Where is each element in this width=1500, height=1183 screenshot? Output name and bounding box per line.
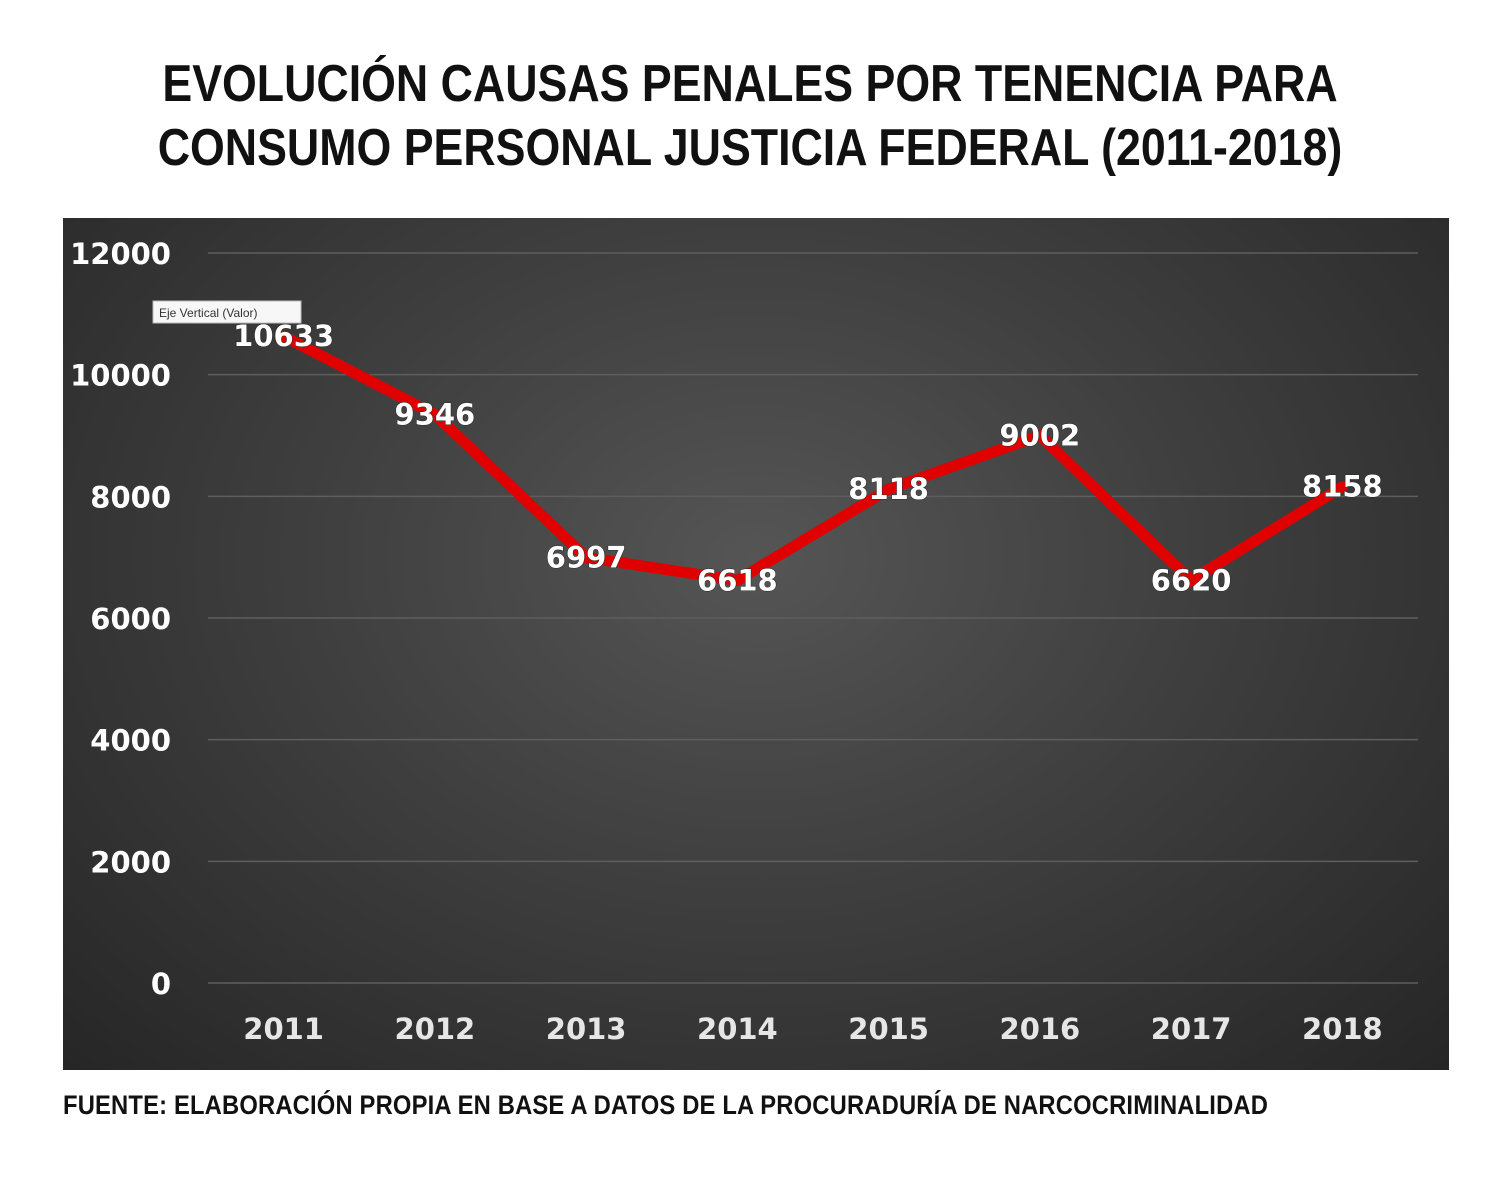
data-point-2011	[278, 330, 290, 342]
data-label-2013: 6997	[546, 540, 627, 574]
chart-title-line-2: CONSUMO PERSONAL JUSTICIA FEDERAL (2011-…	[157, 119, 1343, 177]
chart-title-line-1: EVOLUCIÓN CAUSAS PENALES POR TENENCIA PA…	[162, 55, 1338, 113]
data-label-2016: 9002	[1000, 418, 1081, 452]
y-tick-label-2000: 2000	[90, 845, 171, 879]
chart-title: EVOLUCIÓN CAUSAS PENALES POR TENENCIA PA…	[105, 52, 1395, 180]
series-layer	[278, 330, 1348, 588]
y-tick-label-4000: 4000	[90, 724, 171, 758]
tooltip-text: Eje Vertical (Valor)	[159, 306, 257, 320]
data-labels: 10633 9346 6997 6618 8118 9002 6620 8158	[233, 319, 1384, 598]
source-note: FUENTE: ELABORACIÓN PROPIA EN BASE A DAT…	[63, 1090, 1269, 1120]
data-label-2011: 10633	[233, 319, 334, 353]
x-tick-label-2012: 2012	[395, 1012, 476, 1046]
y-tick-label-10000: 10000	[70, 359, 171, 393]
data-point-2012	[429, 408, 441, 420]
chart-panel: 0 2000 4000 6000 8000 10000 12000 2011 2012 2013…	[63, 218, 1449, 1070]
y-tick-label-12000: 12000	[70, 237, 171, 271]
y-tick-label-0: 0	[151, 967, 171, 1001]
y-axis-tick-labels: 0 2000 4000 6000 8000 10000 12000	[70, 237, 171, 1001]
x-axis-tick-labels: 2011 2012 2013 2014 2015 2016 2017 2018	[243, 1012, 1382, 1046]
x-tick-label-2016: 2016	[1000, 1012, 1081, 1046]
tooltip-box	[152, 300, 302, 324]
data-label-2014: 6618	[697, 563, 778, 597]
y-tick-label-8000: 8000	[90, 480, 171, 514]
data-label-2017: 6620	[1151, 563, 1232, 597]
line-chart: 0 2000 4000 6000 8000 10000 12000 2011 2012 2013…	[70, 237, 1418, 1046]
data-point-2016	[1034, 429, 1046, 441]
data-label-2012: 9346	[395, 397, 476, 431]
data-point-2017	[1185, 574, 1197, 586]
x-tick-label-2017: 2017	[1151, 1012, 1232, 1046]
y-tick-label-6000: 6000	[90, 602, 171, 636]
data-point-2013	[580, 551, 592, 563]
data-point-2015	[883, 483, 895, 495]
gridlines	[208, 252, 1418, 984]
x-tick-label-2015: 2015	[848, 1012, 929, 1046]
data-point-2014	[731, 574, 743, 586]
data-label-2018: 8158	[1302, 470, 1383, 504]
tooltip: Eje Vertical (Valor)	[152, 300, 302, 324]
x-tick-label-2018: 2018	[1302, 1012, 1383, 1046]
series-line	[281, 331, 1346, 588]
x-tick-label-2011: 2011	[243, 1012, 324, 1046]
x-tick-label-2014: 2014	[697, 1012, 778, 1046]
x-tick-label-2013: 2013	[546, 1012, 627, 1046]
data-label-2015: 8118	[848, 472, 929, 506]
data-point-2018	[1336, 481, 1348, 493]
